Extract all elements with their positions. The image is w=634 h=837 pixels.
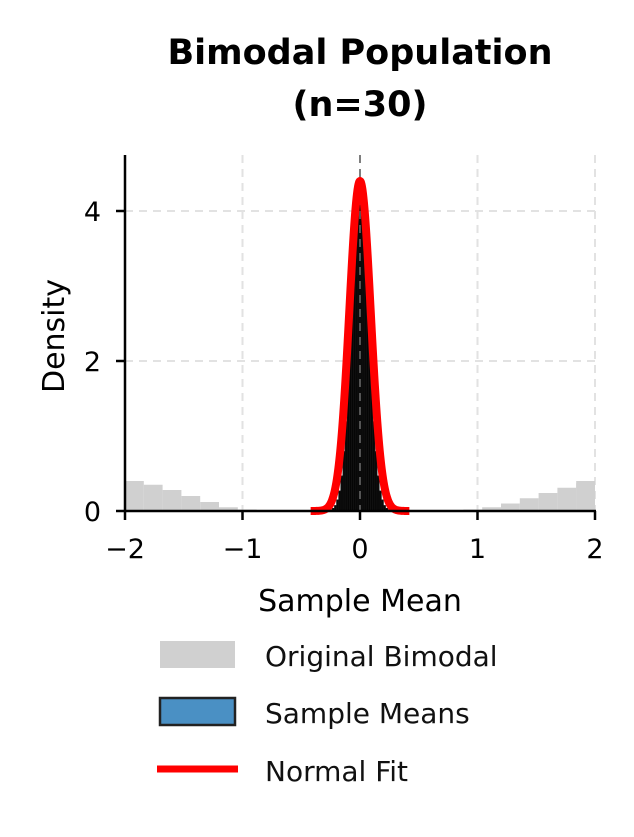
chart-title-line-1: Bimodal Population [167, 33, 552, 73]
x-axis-label: Sample Mean [258, 584, 462, 619]
histogram-bar [501, 503, 520, 511]
histogram-bar [557, 487, 577, 511]
histogram-bar [162, 490, 182, 511]
legend-swatch-sample-means [158, 696, 237, 727]
y-tick-label: 0 [84, 497, 101, 528]
y-tick-label: 2 [84, 347, 101, 378]
histogram-bar [125, 481, 144, 511]
normal-fit-line [307, 177, 413, 515]
x-tick-label: 1 [469, 534, 486, 565]
histogram-bar [482, 507, 501, 511]
legend-label-sample-means: Sample Means [265, 697, 470, 730]
histogram-bar [519, 498, 539, 511]
x-tick-label: −1 [223, 534, 263, 565]
x-tick-label: −2 [105, 534, 145, 565]
histogram-bar [538, 493, 558, 511]
histogram-bar [143, 484, 163, 511]
y-tick-label: 4 [84, 197, 101, 228]
legend-label-original: Original Bimodal [265, 640, 498, 673]
x-ticks: −2 −1 0 1 2 [105, 511, 604, 565]
legend: Original Bimodal Sample Means Normal Fit [157, 640, 498, 788]
legend-swatch-original [160, 641, 235, 668]
legend-label-normal-fit: Normal Fit [265, 755, 408, 788]
histogram-bar [181, 496, 201, 511]
histogram-bar [219, 507, 238, 511]
y-axis-label: Density [37, 279, 72, 393]
y-ticks: 0 2 4 [84, 197, 125, 528]
chart-title-line-2: (n=30) [293, 85, 428, 125]
histogram-bar [200, 502, 219, 511]
x-tick-label: 2 [586, 534, 603, 565]
histogram-bar [576, 481, 595, 511]
x-tick-label: 0 [351, 534, 368, 565]
